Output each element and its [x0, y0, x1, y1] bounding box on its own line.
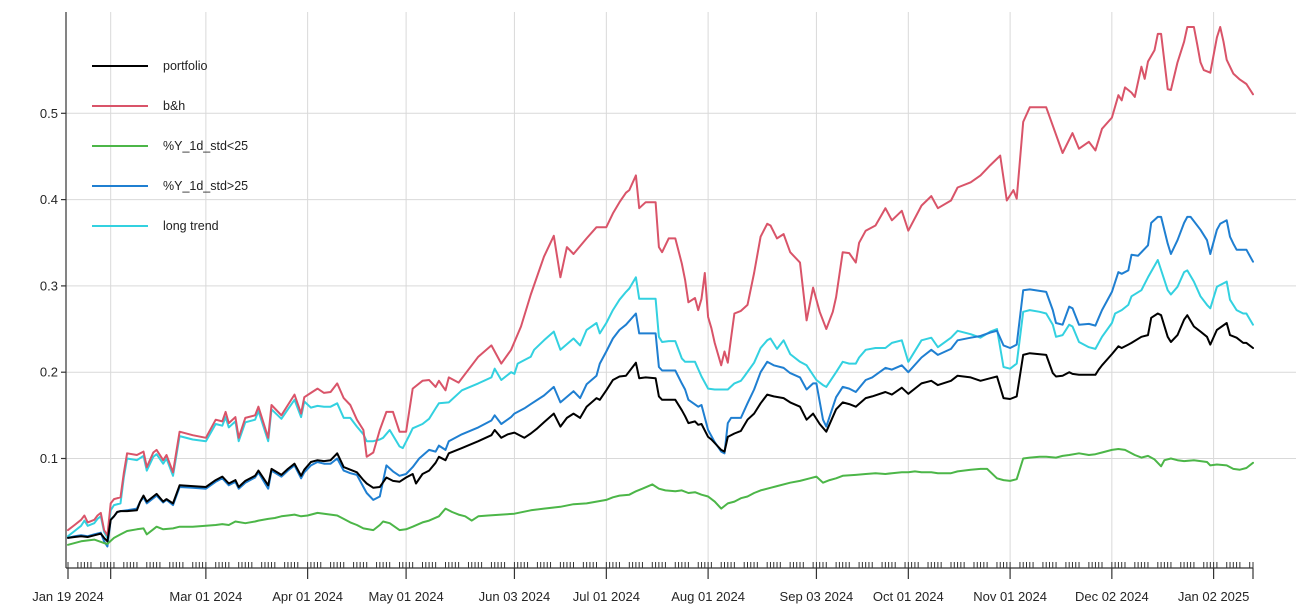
svg-text:Nov 01 2024: Nov 01 2024	[973, 589, 1047, 604]
svg-text:Apr 01 2024: Apr 01 2024	[272, 589, 343, 604]
svg-text:May 01 2024: May 01 2024	[369, 589, 444, 604]
legend: portfolio b&h %Y_1d_std<25 %Y_1d_std>25 …	[92, 46, 248, 246]
legend-label-bh: b&h	[163, 99, 186, 113]
legend-label-std-gt-25: %Y_1d_std>25	[163, 179, 249, 193]
svg-text:Mar 01 2024: Mar 01 2024	[169, 589, 242, 604]
legend-label-std-lt-25: %Y_1d_std<25	[163, 139, 249, 153]
legend-item-bh: b&h	[92, 86, 248, 126]
legend-item-std-gt-25: %Y_1d_std>25	[92, 166, 248, 206]
legend-label-long-trend: long trend	[163, 219, 219, 233]
svg-text:Sep 03 2024: Sep 03 2024	[780, 589, 854, 604]
svg-text:0.2: 0.2	[40, 365, 58, 380]
svg-text:0.5: 0.5	[40, 106, 58, 121]
svg-text:Jan 19 2024: Jan 19 2024	[32, 589, 104, 604]
legend-swatch-bh	[92, 105, 148, 107]
legend-swatch-portfolio	[92, 65, 148, 67]
svg-text:Dec 02 2024: Dec 02 2024	[1075, 589, 1149, 604]
svg-text:0.1: 0.1	[40, 451, 58, 466]
legend-item-long-trend: long trend	[92, 206, 248, 246]
svg-text:Jul 01 2024: Jul 01 2024	[573, 589, 640, 604]
svg-text:Jun 03 2024: Jun 03 2024	[479, 589, 551, 604]
legend-swatch-std-lt-25	[92, 145, 148, 147]
svg-text:Aug 01 2024: Aug 01 2024	[671, 589, 745, 604]
svg-text:0.3: 0.3	[40, 278, 58, 293]
legend-label-portfolio: portfolio	[163, 59, 208, 73]
legend-item-std-lt-25: %Y_1d_std<25	[92, 126, 248, 166]
legend-swatch-std-gt-25	[92, 185, 148, 187]
svg-text:Jan 02 2025: Jan 02 2025	[1178, 589, 1250, 604]
legend-swatch-long-trend	[92, 225, 148, 227]
legend-item-portfolio: portfolio	[92, 46, 248, 86]
svg-text:Oct 01 2024: Oct 01 2024	[873, 589, 944, 604]
svg-text:0.4: 0.4	[40, 192, 58, 207]
